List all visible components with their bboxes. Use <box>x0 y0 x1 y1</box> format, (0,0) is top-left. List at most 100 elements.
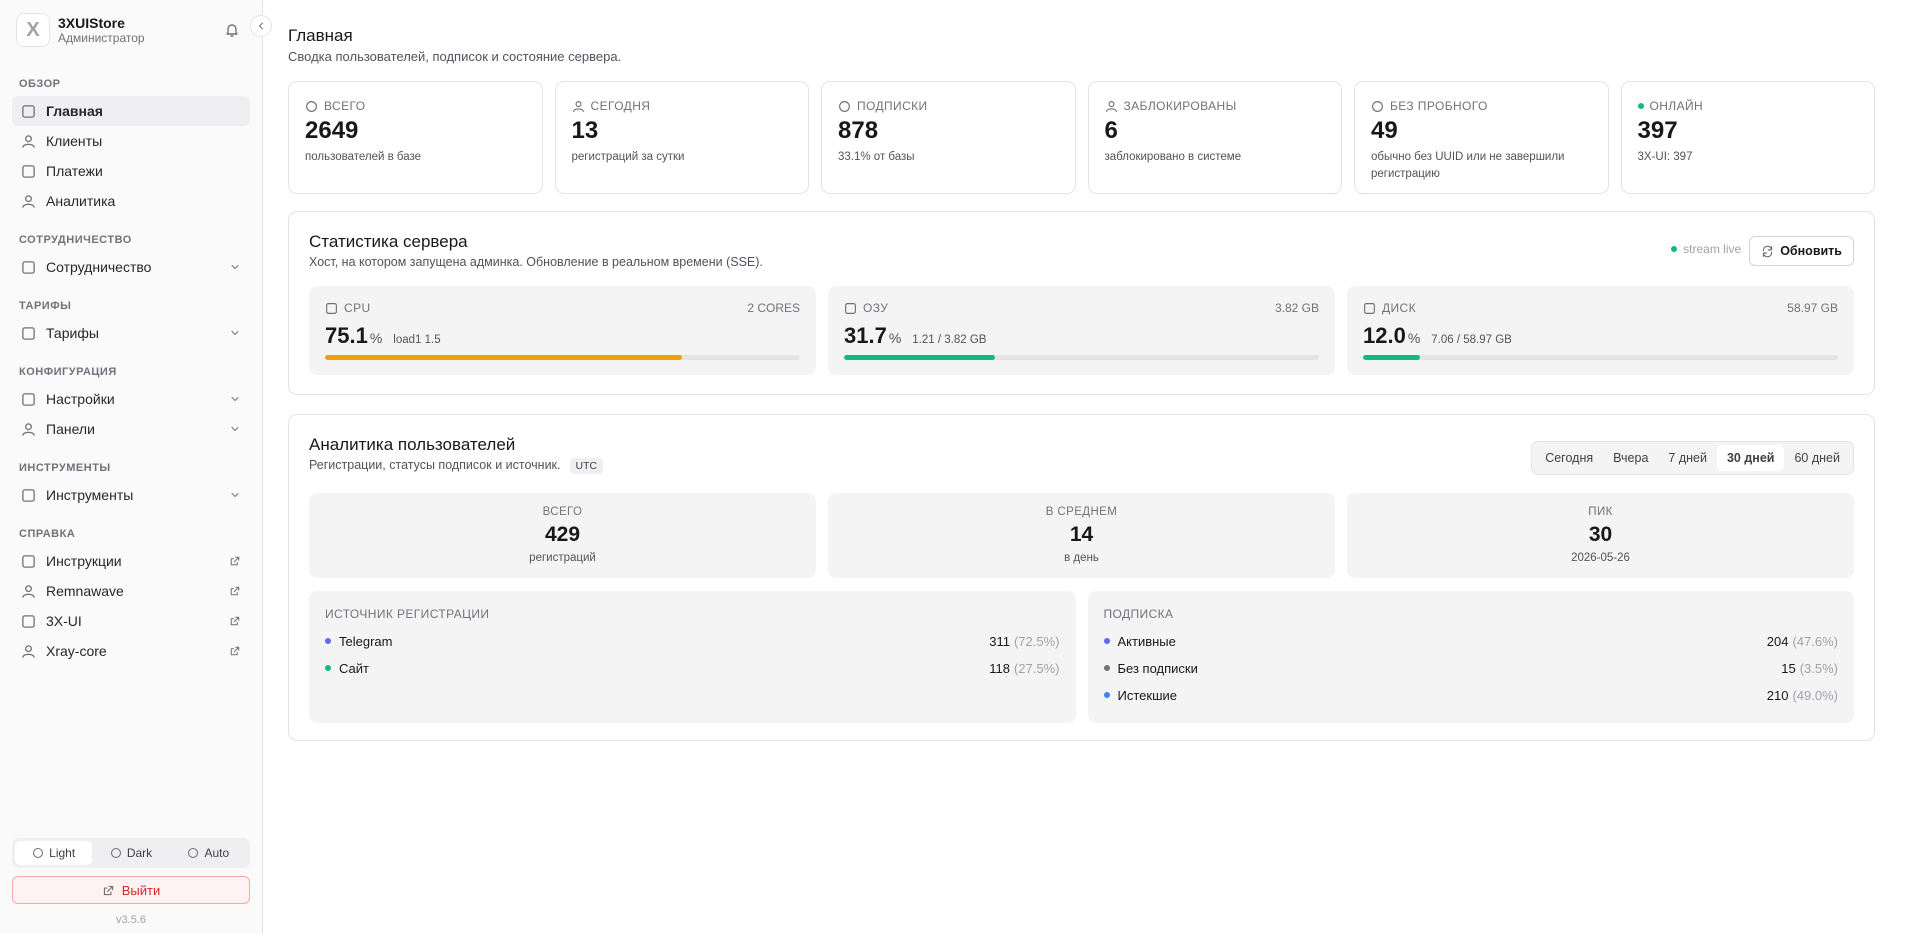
logout-button[interactable]: Выйти <box>12 876 250 904</box>
row-count: 204 <box>1766 633 1789 649</box>
metric-label: ОЗУ <box>863 301 889 315</box>
metric-value-row: 31.7% 1.21 / 3.82 GB <box>844 323 1319 349</box>
stat-note: заблокировано в системе <box>1104 151 1242 163</box>
section-title: СОТРУДНИЧЕСТВО <box>19 234 132 246</box>
stat-label: БЕЗ ПРОБНОГО <box>1390 99 1488 113</box>
stat-note: пользователей в базе <box>305 151 422 163</box>
nav-item[interactable]: 3X-UI <box>12 606 250 636</box>
summary-label: В СРЕДНЕМ <box>1045 506 1118 518</box>
row-name: Без подписки <box>1117 660 1198 676</box>
icon <box>22 584 35 598</box>
icon <box>230 646 240 656</box>
analytics-heading: Аналитика пользователей Регистрации, стат… <box>309 435 604 474</box>
nav-item[interactable]: Инструменты <box>12 480 250 510</box>
nav-item[interactable]: Аналитика <box>12 186 250 216</box>
section-title: ТАРИФЫ <box>19 300 72 312</box>
metric-label-row: ДИСК <box>1363 301 1416 315</box>
icon <box>22 326 35 340</box>
stat-label-row: БЕЗ ПРОБНОГО <box>1371 99 1592 113</box>
stat-label: ЗАБЛОКИРОВАНЫ <box>1123 99 1237 113</box>
nav-item[interactable]: Xray-core <box>12 636 250 666</box>
refresh-button[interactable]: Обновить <box>1749 236 1854 266</box>
icon <box>22 554 35 568</box>
range-tab[interactable]: Вчера <box>1613 451 1649 465</box>
analytics-card: Аналитика пользователей Регистрации, стат… <box>288 414 1875 741</box>
main: Главная Сводка пользователей, подписок и … <box>263 0 1906 933</box>
icon[interactable] <box>224 22 240 38</box>
nav-item[interactable]: Панели <box>12 414 250 444</box>
icon <box>326 302 337 314</box>
stat-label-row: ПОДПИСКИ <box>838 99 1059 113</box>
status-dot <box>1637 103 1644 109</box>
metric-top: ОЗУ 3.82 GB <box>844 301 1319 315</box>
nav-label: Тарифы <box>46 325 99 341</box>
timezone-badge: UTC <box>569 458 604 474</box>
brand-text: 3XUIStore Администратор <box>58 15 145 45</box>
range-tab[interactable]: Сегодня <box>1545 451 1594 465</box>
server-title: Статистика сервера <box>309 232 468 251</box>
nav-label: Платежи <box>46 163 103 179</box>
icon <box>22 164 35 178</box>
summary-card: В СРЕДНЕМ 14 в день <box>828 493 1335 578</box>
icon <box>231 396 239 402</box>
range-tab[interactable]: 7 дней <box>1668 451 1707 465</box>
nav-item[interactable]: Платежи <box>12 156 250 186</box>
sidebar: X 3XUIStore Администратор ОБЗОР Главная Клиен… <box>0 0 272 933</box>
collapse-button[interactable] <box>250 15 272 37</box>
nav-item[interactable]: Сотрудничество <box>12 252 250 282</box>
theme-label: Auto <box>204 846 230 860</box>
icon <box>230 556 240 566</box>
section-title: ОБЗОР <box>19 78 61 90</box>
stream-status: stream live <box>1671 242 1741 256</box>
status-dot <box>1671 246 1678 252</box>
nav-item[interactable]: Настройки <box>12 384 250 414</box>
server-subtitle: Хост, на котором запущена админка. Обнов… <box>309 255 763 269</box>
stat-value: 49 <box>1371 117 1398 144</box>
stat-value: 6 <box>1104 117 1118 144</box>
stat-value: 878 <box>838 117 879 144</box>
metric-spec: 3.82 GB <box>1274 301 1319 315</box>
row-name: Активные <box>1117 633 1176 649</box>
nav-label: Сотрудничество <box>46 259 152 275</box>
nav-item[interactable]: Главная <box>12 96 250 126</box>
progress-track <box>1363 355 1838 360</box>
progress-track <box>325 355 800 360</box>
icon <box>103 885 113 895</box>
breakdown-panel: ПОДПИСКА Активные 204 (47.6%) Без подписки 15… <box>1087 591 1854 723</box>
summary-label: ПИК <box>1588 506 1613 518</box>
summary-value: 14 <box>1069 523 1094 546</box>
panels: ИСТОЧНИК РЕГИСТРАЦИИ Telegram 311 (72.5%) Са… <box>309 591 1854 723</box>
legend-dot <box>1103 665 1110 671</box>
range-tab[interactable]: 60 дней <box>1794 451 1840 465</box>
theme-label: Dark <box>126 846 153 860</box>
nav-item[interactable]: Инструкции <box>12 546 250 576</box>
row-count: 118 <box>989 660 1010 676</box>
nav-item[interactable]: Клиенты <box>12 126 250 156</box>
icon <box>231 330 239 336</box>
stat-label-row: ОНЛАЙН <box>1637 99 1859 113</box>
progress-fill <box>325 355 682 360</box>
nav-item[interactable]: Тарифы <box>12 318 250 348</box>
icon <box>572 100 584 112</box>
metric-top: CPU 2 CORES <box>325 301 800 315</box>
row-count: 311 <box>989 633 1010 649</box>
server-heading: Статистика сервера Хост, на котором запущ… <box>309 232 763 269</box>
metric-card: ДИСК 58.97 GB 12.0% 7.06 / 58.97 GB <box>1347 286 1854 375</box>
stat-label-row: СЕГОДНЯ <box>572 99 793 113</box>
summary-note: 2026-05-26 <box>1571 552 1630 564</box>
theme-option[interactable]: Auto <box>170 841 247 865</box>
stat-label-row: ВСЕГО <box>305 99 526 113</box>
version: v3.5.6 <box>116 914 146 926</box>
icon <box>230 586 240 596</box>
icon <box>1763 245 1773 257</box>
stat-label-row: ЗАБЛОКИРОВАНЫ <box>1105 99 1326 113</box>
metric-label: ДИСК <box>1382 301 1417 315</box>
panel-title: ИСТОЧНИК РЕГИСТРАЦИИ <box>325 607 490 621</box>
range-tab[interactable]: 30 дней <box>1716 445 1785 471</box>
theme-option[interactable]: Light <box>15 841 93 865</box>
analytics-header: Аналитика пользователей Регистрации, стат… <box>309 435 1854 475</box>
breakdown-row: Истекшие 210 (49.0%) <box>1103 688 1838 703</box>
nav-item[interactable]: Remnawave <box>12 576 250 606</box>
icon <box>22 134 35 148</box>
theme-option[interactable]: Dark <box>92 841 169 865</box>
